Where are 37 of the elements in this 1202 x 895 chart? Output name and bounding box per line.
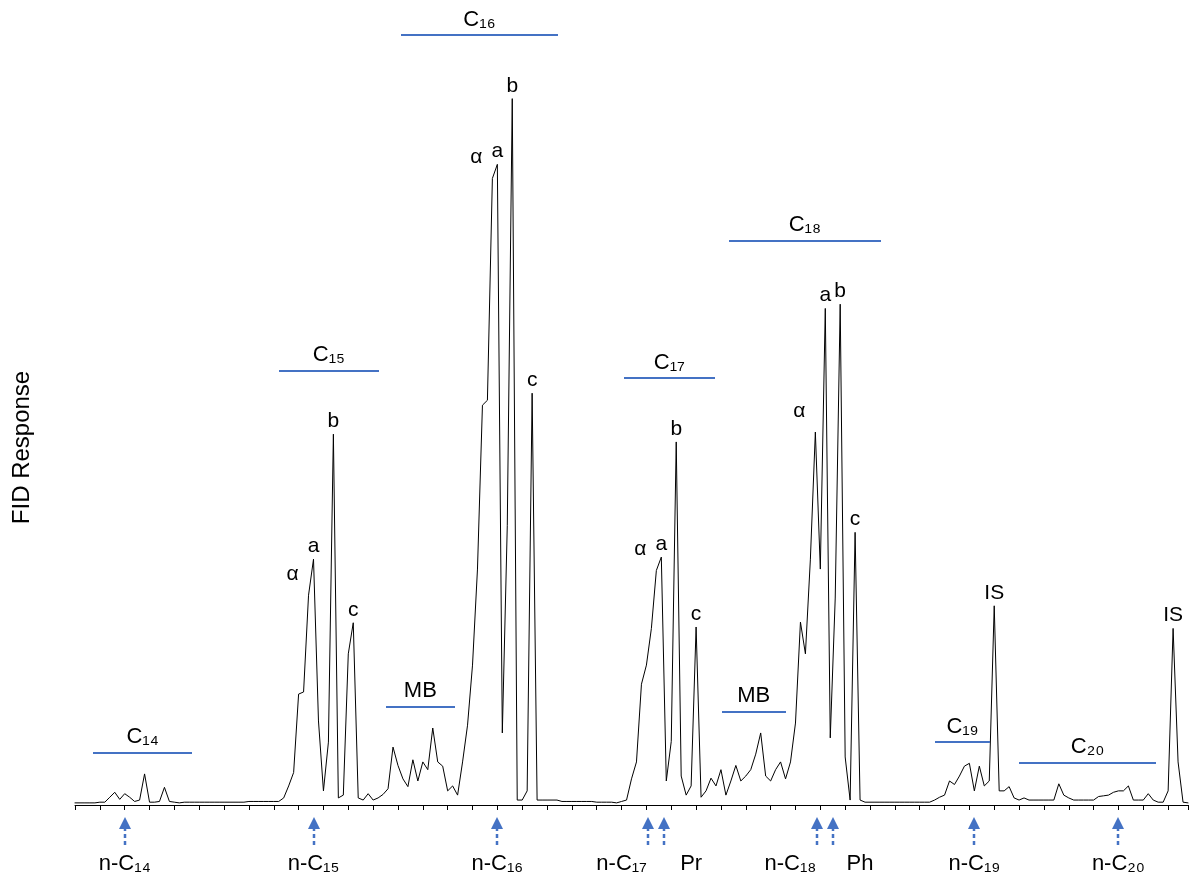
annotation: a xyxy=(655,531,668,555)
annotation: IS xyxy=(984,579,1005,603)
annotation: b xyxy=(834,278,847,302)
annotation: c xyxy=(526,367,538,391)
annotation: c xyxy=(348,596,359,620)
annotation: α xyxy=(634,536,647,560)
annotation: a xyxy=(307,533,320,557)
annotation: α xyxy=(470,144,483,168)
x-tick-label: n-C₁₆ xyxy=(471,849,524,875)
annotation: c xyxy=(849,506,861,530)
x-tick-label: n-C₁₇ xyxy=(596,849,647,875)
x-tick-label: n-C₁₉ xyxy=(948,849,1001,875)
annotation: C₁₈ xyxy=(788,211,822,237)
annotation: b xyxy=(327,408,340,432)
annotation: a xyxy=(819,282,832,306)
annotation: α xyxy=(793,398,806,422)
annotation: C₁₉ xyxy=(946,712,979,738)
annotation: IS xyxy=(1163,602,1184,626)
x-tick-label: n-C₁₅ xyxy=(287,849,340,875)
annotation: C₁₅ xyxy=(312,341,345,367)
text: C₁₆ xyxy=(463,5,496,31)
annotation: C₁₄ xyxy=(126,723,159,749)
annotation: MB xyxy=(737,682,771,708)
annotation: C₂₀ xyxy=(1070,733,1105,759)
x-tick-label: Ph xyxy=(846,849,874,875)
annotation: c xyxy=(690,601,702,624)
x-tick-label: n-C₂₀ xyxy=(1091,849,1145,875)
annotation: C₁₇ xyxy=(653,348,685,374)
y-axis-title: FID Response xyxy=(6,370,34,525)
x-tick-label: Pr xyxy=(680,849,703,875)
x-tick-label: n-C₁₈ xyxy=(764,849,817,875)
annotation: b xyxy=(670,415,683,439)
annotation: α xyxy=(286,561,299,585)
annotation: a xyxy=(491,138,504,162)
x-tick-label: n-C₁₄ xyxy=(98,849,151,875)
annotation: MB xyxy=(403,677,437,703)
text: b xyxy=(506,72,519,96)
